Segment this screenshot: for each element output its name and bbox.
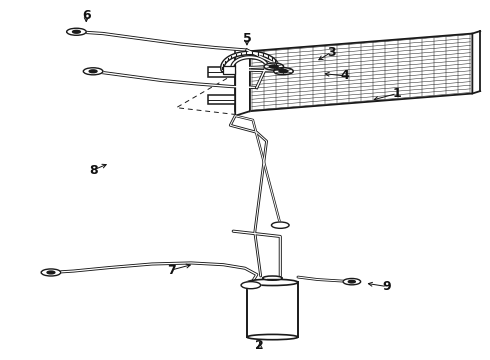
Bar — [208, 67, 235, 77]
Circle shape — [270, 65, 278, 68]
Text: 9: 9 — [383, 280, 392, 293]
Text: 8: 8 — [89, 163, 98, 177]
Bar — [247, 282, 298, 337]
Circle shape — [41, 269, 61, 276]
Text: 7: 7 — [167, 264, 176, 276]
Circle shape — [67, 28, 86, 35]
Circle shape — [348, 280, 355, 283]
Ellipse shape — [247, 279, 298, 285]
Circle shape — [343, 279, 361, 285]
Circle shape — [241, 282, 261, 289]
Polygon shape — [250, 33, 472, 111]
Circle shape — [279, 69, 288, 73]
Text: 2: 2 — [255, 339, 264, 352]
Ellipse shape — [247, 334, 298, 340]
Bar — [208, 95, 235, 104]
Text: 3: 3 — [327, 46, 336, 59]
Text: 5: 5 — [243, 32, 251, 45]
Circle shape — [273, 68, 293, 75]
Circle shape — [47, 271, 55, 274]
Circle shape — [271, 222, 289, 228]
Text: 1: 1 — [392, 87, 401, 100]
Ellipse shape — [263, 276, 282, 280]
Bar — [223, 66, 235, 74]
Polygon shape — [235, 51, 250, 116]
Circle shape — [83, 68, 103, 75]
Text: 6: 6 — [82, 9, 91, 22]
Circle shape — [73, 30, 80, 33]
Text: 4: 4 — [341, 69, 349, 82]
Circle shape — [264, 63, 284, 70]
Circle shape — [89, 70, 97, 73]
